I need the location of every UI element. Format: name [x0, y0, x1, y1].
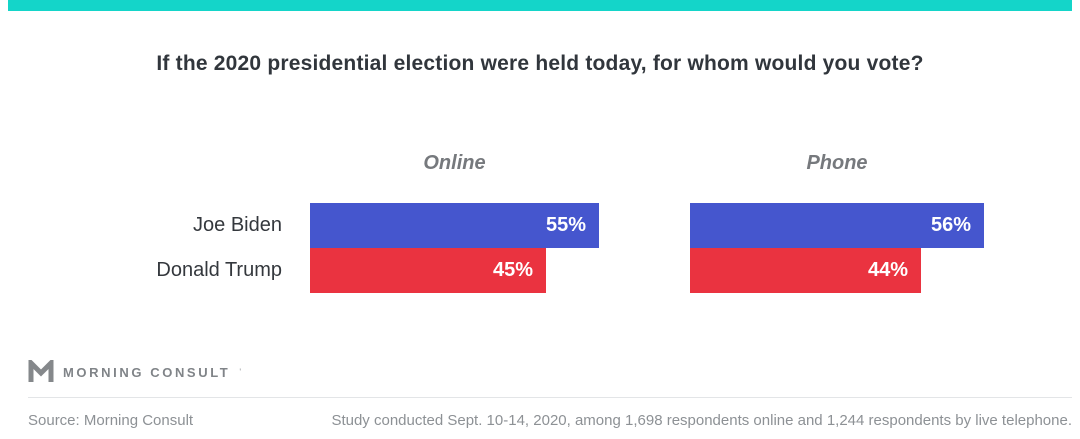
source-attribution: Source: Morning Consult [28, 412, 194, 429]
bar-phone-joe-biden: 56% [690, 203, 984, 248]
logo-trademark-mark: ' [239, 367, 242, 377]
group-header-phone: Phone [806, 152, 868, 174]
morning-consult-logo-text: MORNING CONSULT [63, 364, 231, 380]
bar-value-label: 45% [492, 259, 533, 281]
brand-accent-bar [8, 0, 1072, 11]
footer-divider [28, 397, 1072, 398]
bar-value-label: 56% [930, 214, 971, 236]
bar-value-label: 44% [867, 259, 908, 281]
category-label-donald-trump: Donald Trump [156, 259, 282, 281]
bar-phone-donald-trump: 44% [690, 248, 921, 293]
morning-consult-m-icon [28, 360, 54, 382]
bar-online-joe-biden: 55% [310, 203, 599, 248]
methodology-note: Study conducted Sept. 10-14, 2020, among… [331, 412, 1072, 429]
morning-consult-logo: MORNING CONSULT ' [28, 360, 241, 384]
category-label-joe-biden: Joe Biden [193, 214, 282, 236]
group-header-online: Online [423, 152, 486, 174]
chart-title: If the 2020 presidential election were h… [156, 52, 924, 75]
bar-value-label: 55% [545, 214, 586, 236]
bar-online-donald-trump: 45% [310, 248, 546, 293]
